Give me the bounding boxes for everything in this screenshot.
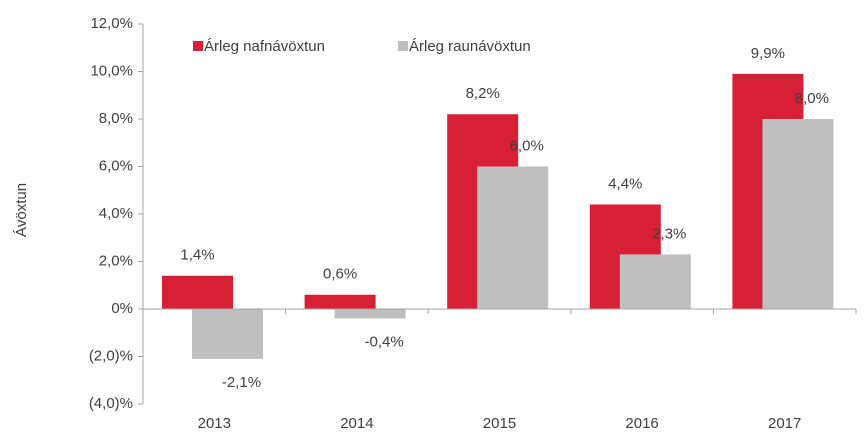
x-tick-label: 2016: [625, 415, 658, 432]
bar: [477, 166, 549, 309]
y-axis-label: Ávöxtun: [13, 183, 30, 237]
value-label: 4,4%: [608, 175, 642, 192]
value-label: 1,4%: [180, 247, 214, 264]
y-tick-label: 12,0%: [90, 15, 133, 32]
y-tick-label: (2,0)%: [89, 347, 133, 364]
y-tick-label: 2,0%: [99, 252, 133, 269]
x-tick-label: 2017: [768, 415, 801, 432]
value-label: -0,4%: [365, 333, 404, 350]
value-label: 9,9%: [751, 45, 785, 62]
x-tick-label: 2015: [483, 415, 516, 432]
value-label: -2,1%: [222, 374, 261, 391]
value-label: 8,2%: [466, 85, 500, 102]
bar: [162, 275, 233, 309]
x-tick-label: 2013: [198, 415, 231, 432]
legend-label: Árleg raunávöxtun: [409, 38, 531, 55]
y-tick-label: 0%: [111, 300, 133, 317]
value-label: 8,0%: [795, 90, 829, 107]
bar: [192, 309, 263, 359]
legend-swatch: [398, 41, 408, 51]
y-tick-label: 8,0%: [99, 110, 133, 127]
legend-label: Árleg nafnávöxtun: [204, 38, 325, 55]
y-tick-label: (4,0)%: [89, 395, 133, 412]
value-label: 6,0%: [510, 137, 544, 154]
x-tick-label: 2014: [340, 415, 373, 432]
bar: [304, 294, 376, 309]
y-tick-label: 6,0%: [99, 157, 133, 174]
legend-swatch: [193, 41, 203, 51]
bar: [334, 309, 406, 319]
y-tick-label: 10,0%: [90, 62, 133, 79]
value-label: 2,3%: [652, 225, 686, 242]
bar: [619, 254, 691, 309]
y-tick-label: 4,0%: [99, 205, 133, 222]
bar: [762, 119, 834, 309]
value-label: 0,6%: [323, 266, 357, 283]
